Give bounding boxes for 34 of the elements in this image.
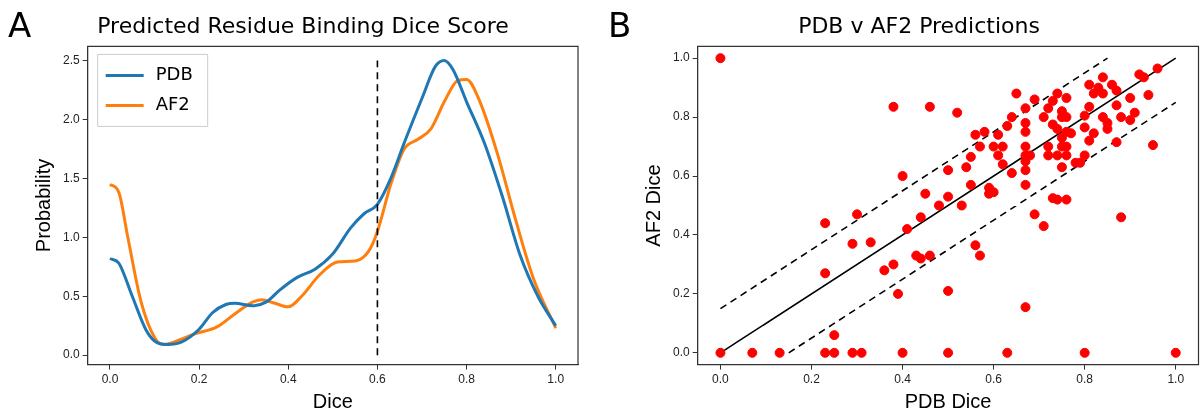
y-tick-label: 1.5 [62, 170, 80, 185]
y-tick-label: 1.0 [62, 229, 80, 244]
y-tick-label: 2.0 [62, 111, 80, 126]
y-tick-label: 1.0 [672, 50, 690, 65]
legend-label: AF2 [155, 93, 190, 115]
x-tick-label: 0.2 [190, 372, 208, 387]
text: B [608, 5, 632, 45]
x-axis-title: PDB Dice [904, 389, 992, 412]
x-tick-label: 0.4 [894, 372, 912, 387]
chart-title: Predicted Residue Binding Dice Score [97, 12, 509, 38]
x-tick-label: 0.0 [101, 372, 119, 387]
chart-title: PDB v AF2 Predictions [798, 12, 1040, 38]
text: A [8, 5, 32, 45]
y-axis-title: AF2 Dice [641, 164, 664, 247]
x-tick-label: 1.0 [1167, 372, 1185, 387]
x-tick-label: 0.6 [985, 372, 1003, 387]
x-tick-label: 0.8 [1076, 372, 1094, 387]
x-tick-label: 0.0 [712, 372, 730, 387]
x-tick-label: 0.4 [279, 372, 297, 387]
y-tick-label: 0.8 [672, 109, 690, 124]
y-tick-label: 0.2 [672, 286, 690, 301]
x-tick-label: 1.0 [547, 372, 565, 387]
x-axis-title: Dice [312, 389, 353, 412]
y-tick-label: 0.6 [672, 168, 690, 183]
y-tick-label: 0.0 [62, 347, 80, 362]
x-tick-label: 0.6 [369, 372, 387, 387]
y-tick-label: 0.5 [62, 288, 80, 303]
legend-label: PDB [155, 63, 193, 85]
x-tick-label: 0.2 [803, 372, 821, 387]
y-tick-label: 0.4 [672, 227, 690, 242]
y-axis-title: Probability [31, 158, 54, 253]
y-tick-label: 0.0 [672, 345, 690, 360]
x-tick-label: 0.8 [458, 372, 476, 387]
y-tick-label: 2.5 [62, 52, 80, 67]
